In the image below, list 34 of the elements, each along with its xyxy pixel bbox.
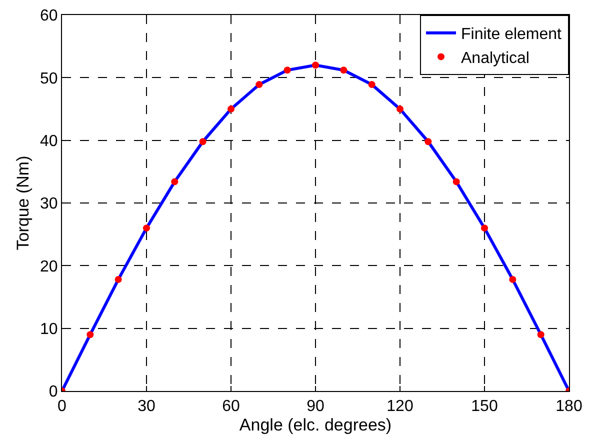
x-tick-label: 30 [138,398,156,416]
point [396,106,404,112]
point [537,331,544,338]
point [114,276,122,283]
point [143,224,150,232]
y-tick-label: 0 [48,384,58,401]
y-tick-label: 10 [40,320,58,338]
point [312,62,319,69]
y-tick-label: 30 [40,196,58,213]
y-tick-label: 60 [40,8,58,25]
point [452,178,460,186]
x-tick-label: 90 [306,398,324,416]
point [171,178,178,186]
y-axis-title: Torque (Nm) [14,156,33,250]
legend-label: Finite element [461,26,562,44]
x-tick-label: 150 [471,398,498,416]
x-tick-label: 120 [386,398,414,416]
point [481,224,488,232]
x-axis-title: Angle (elc. degrees) [239,416,392,435]
y-tick-label: 40 [40,132,58,150]
point [509,276,516,283]
point [424,138,432,146]
point [368,81,376,88]
x-tick-label: 180 [556,398,582,416]
y-tick-label: 50 [40,70,58,88]
x-tick-label: 60 [222,398,240,416]
point [199,138,206,146]
y-tick-label: 20 [40,258,58,276]
point [86,331,94,338]
point [340,66,348,74]
legend-label: Analytical [461,50,530,67]
point [256,81,263,88]
point [284,66,291,74]
point [228,106,234,112]
